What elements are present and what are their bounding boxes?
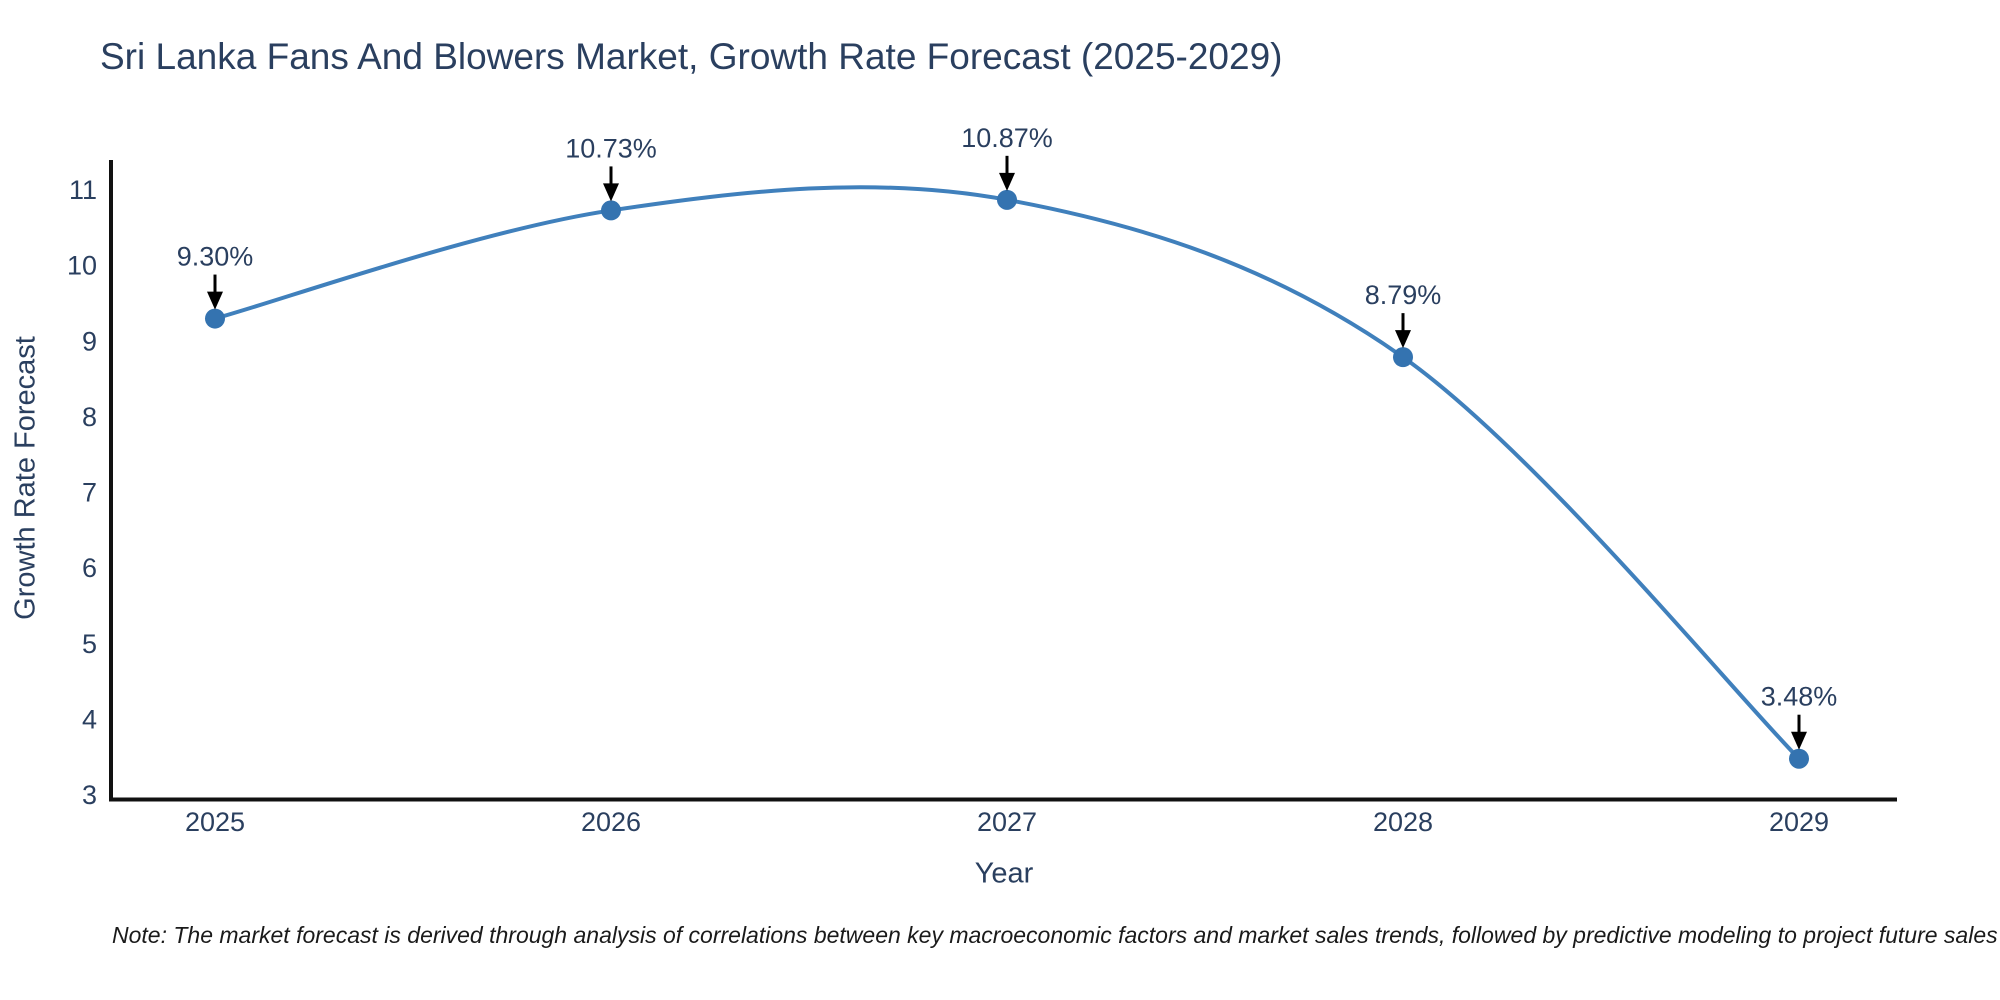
annotation-arrowhead-icon	[999, 172, 1015, 191]
data-point-marker	[601, 200, 621, 221]
x-tick-label: 2025	[185, 807, 245, 837]
x-tick-label: 2027	[977, 807, 1037, 837]
x-tick-label: 2026	[581, 807, 641, 837]
y-tick-label: 10	[67, 251, 97, 281]
y-tick-label: 3	[82, 780, 97, 810]
annotation-arrowhead-icon	[1395, 330, 1411, 349]
y-tick-label: 4	[82, 704, 97, 734]
footnote: Note: The market forecast is derived thr…	[112, 922, 1998, 948]
point-value-label: 10.73%	[565, 133, 657, 163]
data-point-marker	[997, 189, 1017, 210]
y-tick-label: 7	[82, 478, 97, 508]
data-point-marker	[1393, 347, 1413, 368]
x-axis-title: Year	[974, 857, 1034, 890]
forecast-line	[213, 185, 1801, 761]
y-tick-label: 5	[82, 629, 97, 659]
y-tick-label: 8	[82, 402, 97, 432]
y-tick-label: 11	[69, 175, 97, 205]
x-tick-label: 2028	[1373, 807, 1433, 837]
point-value-label: 8.79%	[1365, 280, 1442, 310]
y-tick-label: 6	[82, 553, 97, 583]
point-value-label: 9.30%	[177, 242, 254, 272]
point-value-label: 10.87%	[961, 123, 1053, 153]
data-point-marker	[1789, 748, 1809, 769]
annotation-arrowhead-icon	[1791, 731, 1807, 750]
y-axis-title: Growth Rate Forecast	[9, 336, 42, 620]
annotation-arrowhead-icon	[603, 183, 619, 202]
point-value-label: 3.48%	[1761, 682, 1838, 712]
data-point-marker	[205, 308, 225, 329]
annotation-arrowhead-icon	[207, 291, 223, 310]
chart-title: Sri Lanka Fans And Blowers Market, Growt…	[100, 36, 1283, 77]
x-tick-label: 2029	[1769, 807, 1829, 837]
y-tick-label: 9	[82, 326, 97, 356]
